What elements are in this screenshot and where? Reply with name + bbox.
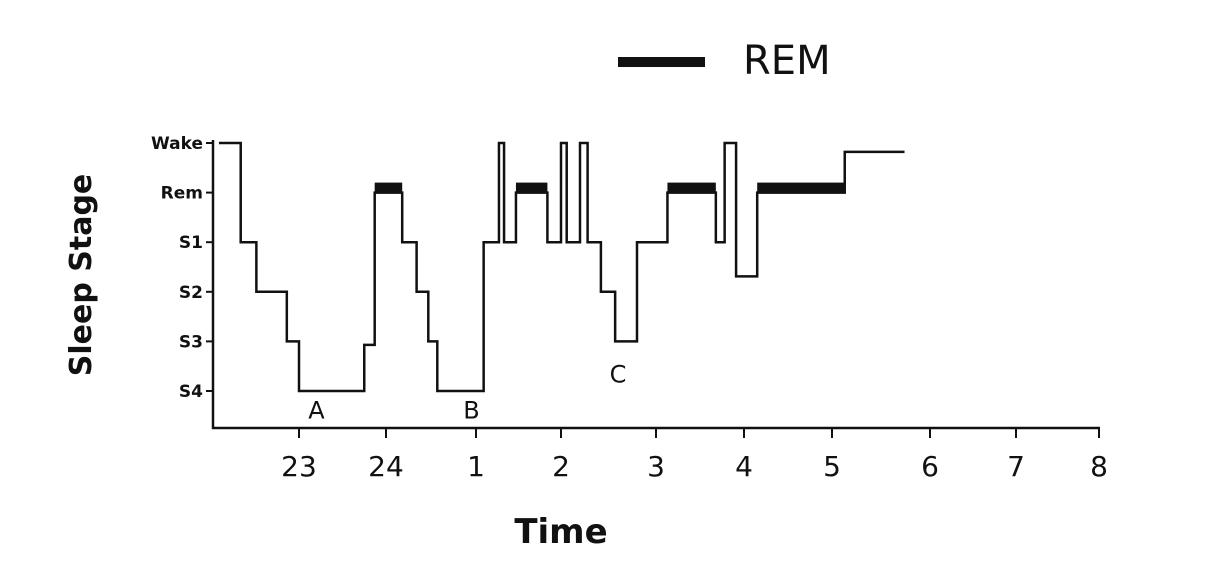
- x-tick-label: 5: [823, 450, 841, 483]
- y-tick-label: S4: [179, 382, 203, 402]
- x-tick-label: 7: [1007, 450, 1025, 483]
- sleep-stage-line: [218, 141, 905, 393]
- x-tick-label: 23: [281, 450, 317, 483]
- x-tick-label: 4: [735, 450, 753, 483]
- rem-bar: [515, 182, 548, 193]
- legend: REM: [618, 38, 831, 84]
- y-tick-label: S1: [179, 233, 203, 253]
- annotation-label: C: [610, 361, 627, 389]
- rem-bar: [374, 182, 403, 193]
- legend-rem-swatch: [618, 57, 705, 67]
- y-axis-title: Sleep Stage: [64, 174, 99, 377]
- y-tick-label: Wake: [151, 134, 203, 154]
- annotation-label: B: [463, 396, 479, 424]
- x-axis-title: Time: [514, 512, 607, 552]
- x-tick-label: 8: [1090, 450, 1108, 483]
- y-tick-label: Rem: [161, 184, 203, 204]
- annotation-label: A: [308, 396, 325, 424]
- legend-rem-label: REM: [743, 38, 831, 84]
- rem-bar: [667, 182, 716, 193]
- y-tick-label: S2: [179, 283, 203, 303]
- x-tick-label: 1: [467, 450, 485, 483]
- x-tick-label: 6: [921, 450, 939, 483]
- x-tick-label: 24: [368, 450, 404, 483]
- x-tick-label: 2: [552, 450, 570, 483]
- rem-bar: [757, 182, 845, 193]
- x-tick-label: 3: [647, 450, 665, 483]
- y-tick-label: S3: [179, 332, 203, 352]
